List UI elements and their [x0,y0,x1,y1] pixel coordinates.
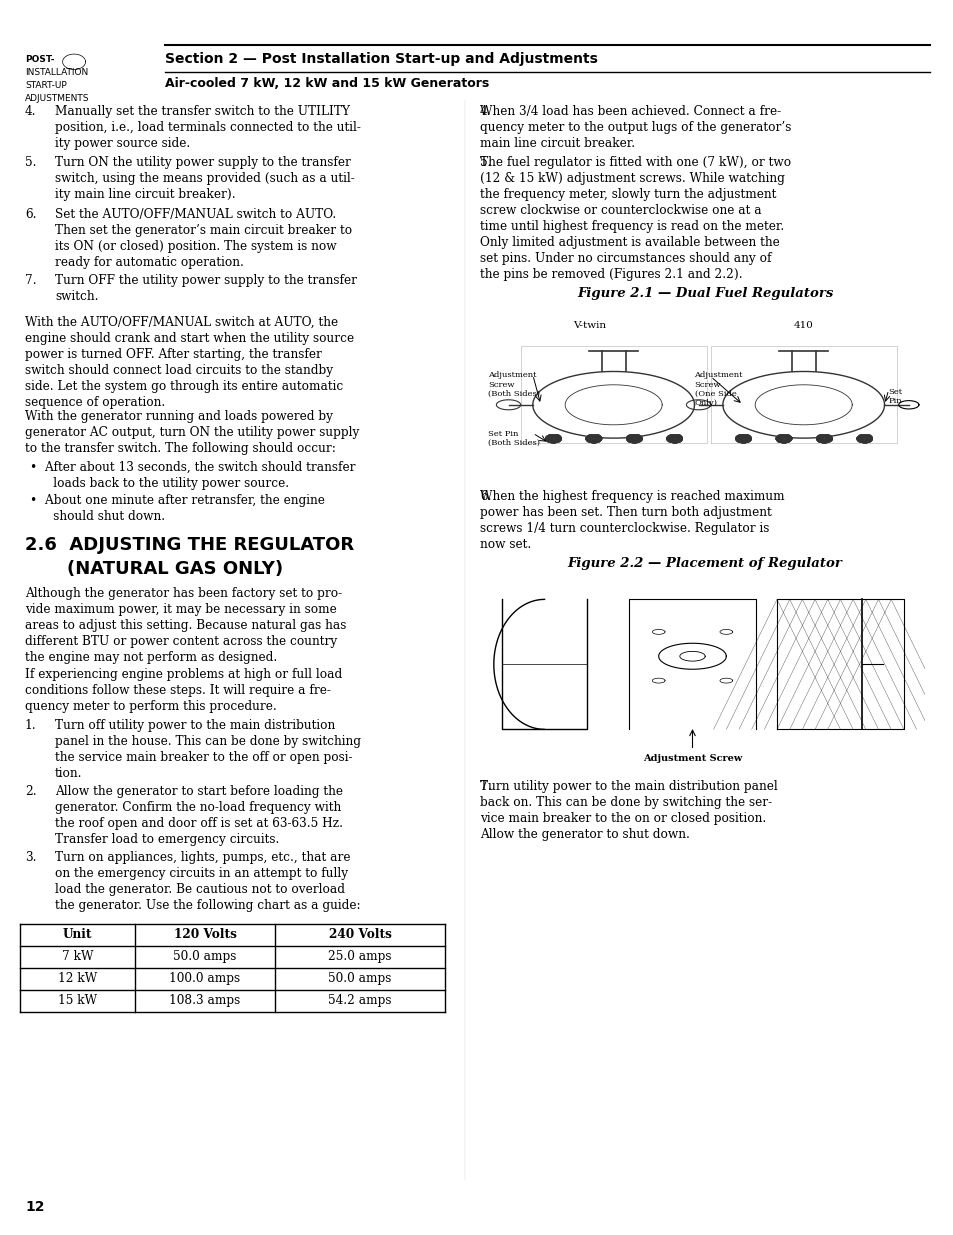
Text: 2.6  ADJUSTING THE REGULATOR: 2.6 ADJUSTING THE REGULATOR [25,536,354,555]
Text: 7 kW: 7 kW [62,950,93,963]
Text: 12 kW: 12 kW [58,972,97,986]
Text: ADJUSTMENTS: ADJUSTMENTS [25,94,90,103]
Text: 6.: 6. [479,490,491,503]
Text: When the highest frequency is reached maximum
power has been set. Then turn both: When the highest frequency is reached ma… [479,490,783,551]
Text: When 3/4 load has been achieved. Connect a fre-
quency meter to the output lugs : When 3/4 load has been achieved. Connect… [479,105,791,149]
Text: 108.3 amps: 108.3 amps [170,994,240,1007]
Text: Turn ON the utility power supply to the transfer
switch, using the means provide: Turn ON the utility power supply to the … [55,157,355,201]
Text: 410: 410 [793,321,813,331]
Text: Set Pin
(Both Sides): Set Pin (Both Sides) [488,430,539,447]
Text: Section 2 — Post Installation Start-up and Adjustments: Section 2 — Post Installation Start-up a… [165,52,598,65]
Text: 4.: 4. [25,105,36,119]
Text: 7.: 7. [479,781,491,793]
Text: 12: 12 [25,1200,45,1214]
Text: With the generator running and loads powered by
generator AC output, turn ON the: With the generator running and loads pow… [25,410,359,456]
Text: INSTALLATION: INSTALLATION [25,68,89,77]
Text: 2.: 2. [25,785,36,798]
Text: 5.: 5. [479,157,491,169]
Text: START-UP: START-UP [25,82,67,90]
Text: 15 kW: 15 kW [58,994,97,1007]
Text: Adjustment Screw: Adjustment Screw [642,753,741,763]
Text: Unit: Unit [63,927,92,941]
Text: 100.0 amps: 100.0 amps [170,972,240,986]
Text: 6.: 6. [25,207,36,221]
Text: Allow the generator to start before loading the
generator. Confirm the no-load f: Allow the generator to start before load… [55,785,343,846]
Text: Manually set the transfer switch to the UTILITY
position, i.e., load terminals c: Manually set the transfer switch to the … [55,105,360,149]
Text: 4.: 4. [479,105,491,119]
Text: 1.: 1. [25,719,36,732]
Text: If experiencing engine problems at high or full load
conditions follow these ste: If experiencing engine problems at high … [25,667,342,713]
Text: Set
Pin: Set Pin [887,388,902,405]
Text: Set the AUTO/OFF/MANUAL switch to AUTO.
Then set the generator’s main circuit br: Set the AUTO/OFF/MANUAL switch to AUTO. … [55,207,352,269]
Text: 50.0 amps: 50.0 amps [173,950,236,963]
Text: 3.: 3. [25,851,36,864]
Text: •  After about 13 seconds, the switch should transfer
      loads back to the ut: • After about 13 seconds, the switch sho… [30,461,355,490]
Text: The fuel regulator is fitted with one (7 kW), or two
(12 & 15 kW) adjustment scr: The fuel regulator is fitted with one (7… [479,157,790,282]
Text: Although the generator has been factory set to pro-
vide maximum power, it may b: Although the generator has been factory … [25,587,346,663]
Text: Figure 2.2 — Placement of Regulator: Figure 2.2 — Placement of Regulator [567,557,841,571]
Text: 7.: 7. [25,274,36,287]
Text: Turn on appliances, lights, pumps, etc., that are
on the emergency circuits in a: Turn on appliances, lights, pumps, etc.,… [55,851,360,913]
Text: 240 Volts: 240 Volts [328,927,391,941]
Text: •  About one minute after retransfer, the engine
      should shut down.: • About one minute after retransfer, the… [30,494,325,524]
Text: Turn utility power to the main distribution panel
back on. This can be done by s: Turn utility power to the main distribut… [479,781,777,841]
Text: 25.0 amps: 25.0 amps [328,950,392,963]
Text: Air-cooled 7 kW, 12 kW and 15 kW Generators: Air-cooled 7 kW, 12 kW and 15 kW Generat… [165,77,489,90]
Text: Adjustment
Screw
(One Side
Only): Adjustment Screw (One Side Only) [694,372,742,408]
Text: Turn OFF the utility power supply to the transfer
switch.: Turn OFF the utility power supply to the… [55,274,356,303]
Text: 50.0 amps: 50.0 amps [328,972,392,986]
Text: V-twin: V-twin [572,321,605,331]
Text: 5.: 5. [25,157,36,169]
Text: 54.2 amps: 54.2 amps [328,994,392,1007]
Text: Turn off utility power to the main distribution
panel in the house. This can be : Turn off utility power to the main distr… [55,719,360,779]
Text: POST-: POST- [25,56,54,64]
Text: Adjustment
Screw
(Both Sides): Adjustment Screw (Both Sides) [488,372,539,398]
Text: Figure 2.1 — Dual Fuel Regulators: Figure 2.1 — Dual Fuel Regulators [577,287,832,300]
Text: (NATURAL GAS ONLY): (NATURAL GAS ONLY) [67,559,283,578]
Text: 120 Volts: 120 Volts [173,927,236,941]
Text: With the AUTO/OFF/MANUAL switch at AUTO, the
engine should crank and start when : With the AUTO/OFF/MANUAL switch at AUTO,… [25,316,354,409]
